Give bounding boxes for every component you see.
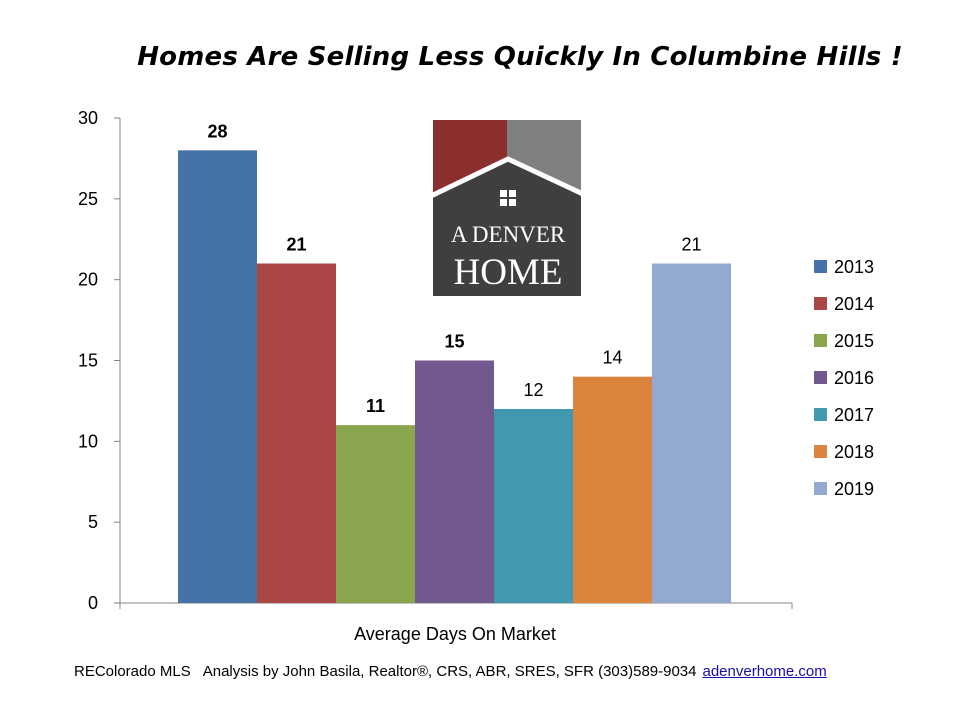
- bar-2018: [573, 376, 652, 603]
- x-axis-title: Average Days On Market: [354, 624, 556, 644]
- bar-2013: [178, 150, 257, 604]
- logo-line2: HOME: [454, 252, 563, 293]
- y-tick-label: 0: [88, 593, 98, 613]
- logo-line1: A DENVER: [451, 222, 566, 247]
- website-link[interactable]: adenverhome.com: [702, 663, 827, 680]
- legend-label-2017: 2017: [834, 405, 874, 425]
- data-label-2014: 21: [286, 235, 306, 255]
- window-icon: [500, 190, 516, 206]
- y-tick-label: 5: [88, 512, 98, 532]
- legend-swatch-2014: [814, 297, 827, 310]
- bar-2016: [415, 360, 494, 603]
- data-label-2015: 11: [366, 396, 385, 416]
- data-label-2013: 28: [207, 121, 227, 141]
- legend-swatch-2017: [814, 408, 827, 421]
- legend-label-2014: 2014: [834, 294, 874, 314]
- data-label-2017: 12: [523, 380, 543, 400]
- legend-swatch-2018: [814, 445, 827, 458]
- source-text: REColorado MLS: [74, 663, 191, 680]
- bar-labels: 28 21 11 15 12 14 21: [207, 121, 701, 416]
- y-tick-label: 20: [78, 270, 98, 290]
- y-tick-label: 25: [78, 189, 98, 209]
- legend-label-2015: 2015: [834, 331, 874, 351]
- legend: 2013 2014 2015 2016 2017 2018 2019: [814, 257, 874, 499]
- legend-label-2019: 2019: [834, 479, 874, 499]
- legend-swatch-2015: [814, 334, 827, 347]
- data-label-2018: 14: [602, 348, 622, 368]
- y-tick-label: 10: [78, 431, 98, 451]
- data-label-2019: 21: [681, 235, 701, 255]
- credit-text: Analysis by John Basila, Realtor®, CRS, …: [202, 663, 697, 680]
- legend-swatch-2013: [814, 260, 827, 273]
- bar-2014: [257, 263, 336, 603]
- chart-title: Homes Are Selling Less Quickly In Columb…: [137, 42, 903, 72]
- a-denver-home-logo: A DENVER HOME: [429, 120, 585, 296]
- bar-2015: [336, 425, 415, 603]
- bar-2017: [494, 409, 573, 603]
- legend-label-2018: 2018: [834, 442, 874, 462]
- data-label-2016: 15: [444, 332, 464, 352]
- legend-label-2016: 2016: [834, 368, 874, 388]
- y-tick-label: 30: [78, 108, 98, 128]
- legend-swatch-2016: [814, 371, 827, 384]
- bar-2019: [652, 263, 731, 603]
- bars: [178, 150, 731, 604]
- legend-label-2013: 2013: [834, 257, 874, 277]
- legend-swatch-2019: [814, 482, 827, 495]
- source-line: REColorado MLS Analysis by John Basila, R…: [74, 663, 827, 680]
- y-tick-label: 15: [78, 351, 98, 371]
